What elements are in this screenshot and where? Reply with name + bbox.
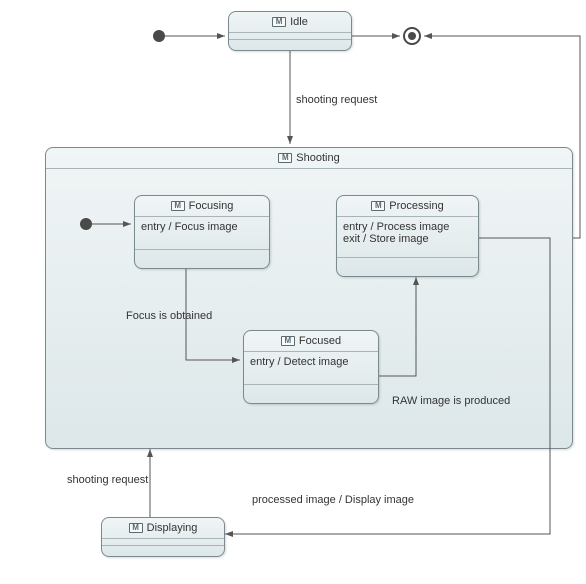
m-icon: M <box>272 17 286 27</box>
state-processing-body: entry / Process image exit / Store image <box>337 217 478 249</box>
state-focused-title: M Focused <box>244 331 378 352</box>
m-icon: M <box>371 201 385 211</box>
state-focusing-body: entry / Focus image <box>135 217 269 237</box>
edge-label-focus-obtained: Focus is obtained <box>126 310 212 322</box>
state-idle-title: M Idle <box>229 12 351 33</box>
state-focused-body: entry / Detect image <box>244 352 378 372</box>
state-processing-label: Processing <box>389 200 443 212</box>
initial-pseudostate-top <box>153 30 165 42</box>
edge-label-shooting-request-2: shooting request <box>67 474 148 486</box>
m-icon: M <box>278 153 292 163</box>
final-inner-dot <box>408 32 416 40</box>
state-idle-label: Idle <box>290 16 308 28</box>
edge-label-shooting-request-1: shooting request <box>296 94 377 106</box>
entry-action: entry / Focus image <box>141 221 263 233</box>
state-displaying-label: Displaying <box>147 522 198 534</box>
state-focused-label: Focused <box>299 335 341 347</box>
edge-label-raw-image: RAW image is produced <box>392 395 510 407</box>
entry-action: entry / Detect image <box>250 356 372 368</box>
state-focused: M Focused entry / Detect image <box>243 330 379 404</box>
edge-label-processed-image: processed image / Display image <box>252 494 414 506</box>
m-icon: M <box>281 336 295 346</box>
state-processing: M Processing entry / Process image exit … <box>336 195 479 277</box>
state-focusing-title: M Focusing <box>135 196 269 217</box>
state-displaying-title: M Displaying <box>102 518 224 539</box>
state-focusing-label: Focusing <box>189 200 234 212</box>
state-displaying: M Displaying <box>101 517 225 557</box>
initial-pseudostate-inner <box>80 218 92 230</box>
state-shooting-label: Shooting <box>296 152 339 164</box>
m-icon: M <box>129 523 143 533</box>
state-idle: M Idle <box>228 11 352 51</box>
state-focusing: M Focusing entry / Focus image <box>134 195 270 269</box>
entry-action: entry / Process image <box>343 221 472 233</box>
exit-action: exit / Store image <box>343 233 472 245</box>
final-pseudostate-top <box>403 27 421 45</box>
state-processing-title: M Processing <box>337 196 478 217</box>
m-icon: M <box>171 201 185 211</box>
state-shooting-title: M Shooting <box>46 148 572 169</box>
